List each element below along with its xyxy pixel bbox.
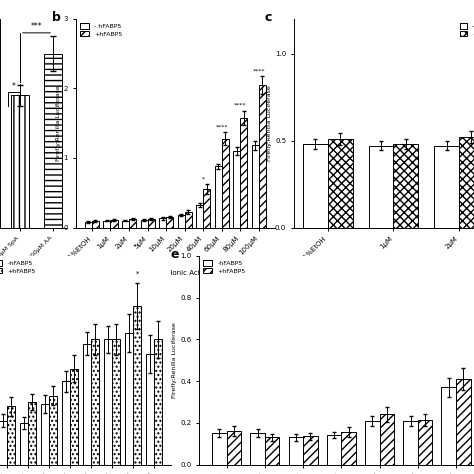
Bar [49, 396, 57, 465]
Bar [85, 222, 92, 228]
Bar [70, 369, 78, 465]
Bar [178, 215, 185, 228]
Bar [441, 387, 456, 465]
Bar [7, 406, 15, 465]
Bar [303, 144, 328, 228]
Y-axis label: Firefly:Renilla Luciferase: Firefly:Renilla Luciferase [173, 322, 177, 398]
Bar [252, 146, 259, 228]
Bar [215, 166, 222, 228]
Bar [159, 219, 166, 228]
Text: e: e [171, 247, 179, 261]
Bar [303, 437, 318, 465]
Text: ***: *** [31, 22, 42, 31]
Bar [456, 379, 471, 465]
Bar [328, 139, 353, 228]
Bar [166, 217, 173, 228]
Bar [227, 431, 241, 465]
Legend: - hFABP5, +hFABP5: - hFABP5, +hFABP5 [79, 22, 123, 38]
Bar [91, 339, 99, 465]
Bar [147, 219, 155, 228]
Bar [403, 421, 418, 465]
Text: ****: **** [253, 68, 265, 73]
Bar [418, 419, 432, 465]
Bar [11, 95, 29, 228]
Legend: -hFABP5, +hFABP5: -hFABP5, +hFABP5 [202, 259, 246, 275]
Bar [0, 421, 7, 465]
Bar [327, 435, 341, 465]
Bar [259, 85, 266, 228]
Bar [133, 306, 141, 465]
Bar [341, 432, 356, 465]
Text: ****: **** [216, 125, 228, 129]
Bar [28, 402, 36, 465]
Bar [212, 433, 227, 465]
Bar [122, 220, 129, 228]
Bar [233, 151, 240, 228]
Legend: -hFABP5, +hFABP5: -hFABP5, +hFABP5 [0, 259, 37, 275]
X-axis label: [Arachidonic Acid]: [Arachidonic Acid] [144, 269, 207, 275]
Text: *: * [201, 177, 205, 182]
Bar [185, 212, 191, 228]
Text: *: * [136, 271, 139, 277]
Bar [146, 354, 155, 465]
Text: c: c [264, 10, 272, 24]
Bar [240, 118, 247, 228]
Bar [41, 404, 49, 465]
Bar [196, 205, 203, 228]
Bar [203, 189, 210, 228]
Legend: - hFA, +hFA: - hFA, +hFA [458, 22, 474, 38]
Bar [83, 344, 91, 465]
Text: *: * [12, 82, 16, 91]
Bar [250, 433, 265, 465]
Bar [289, 438, 303, 465]
Bar [112, 339, 120, 465]
Bar [434, 146, 459, 228]
Bar [62, 381, 70, 465]
Bar [92, 220, 99, 228]
Bar [103, 220, 110, 228]
Bar [365, 421, 380, 465]
Text: ****: **** [234, 103, 246, 108]
Bar [380, 414, 394, 465]
Bar [44, 54, 62, 228]
Bar [129, 219, 136, 228]
Bar [265, 438, 279, 465]
Bar [140, 220, 147, 228]
Bar [459, 137, 474, 228]
Bar [222, 138, 229, 228]
Text: b: b [52, 10, 61, 24]
Bar [125, 333, 133, 465]
Bar [20, 423, 28, 465]
Y-axis label: Firefly:Renilla Luciferase: Firefly:Renilla Luciferase [56, 85, 61, 161]
Bar [368, 146, 393, 228]
Bar [393, 144, 419, 228]
Bar [110, 220, 118, 228]
Bar [104, 339, 112, 465]
Bar [155, 339, 163, 465]
Y-axis label: Firefly:Renilla Luciferase: Firefly:Renilla Luciferase [267, 85, 272, 161]
